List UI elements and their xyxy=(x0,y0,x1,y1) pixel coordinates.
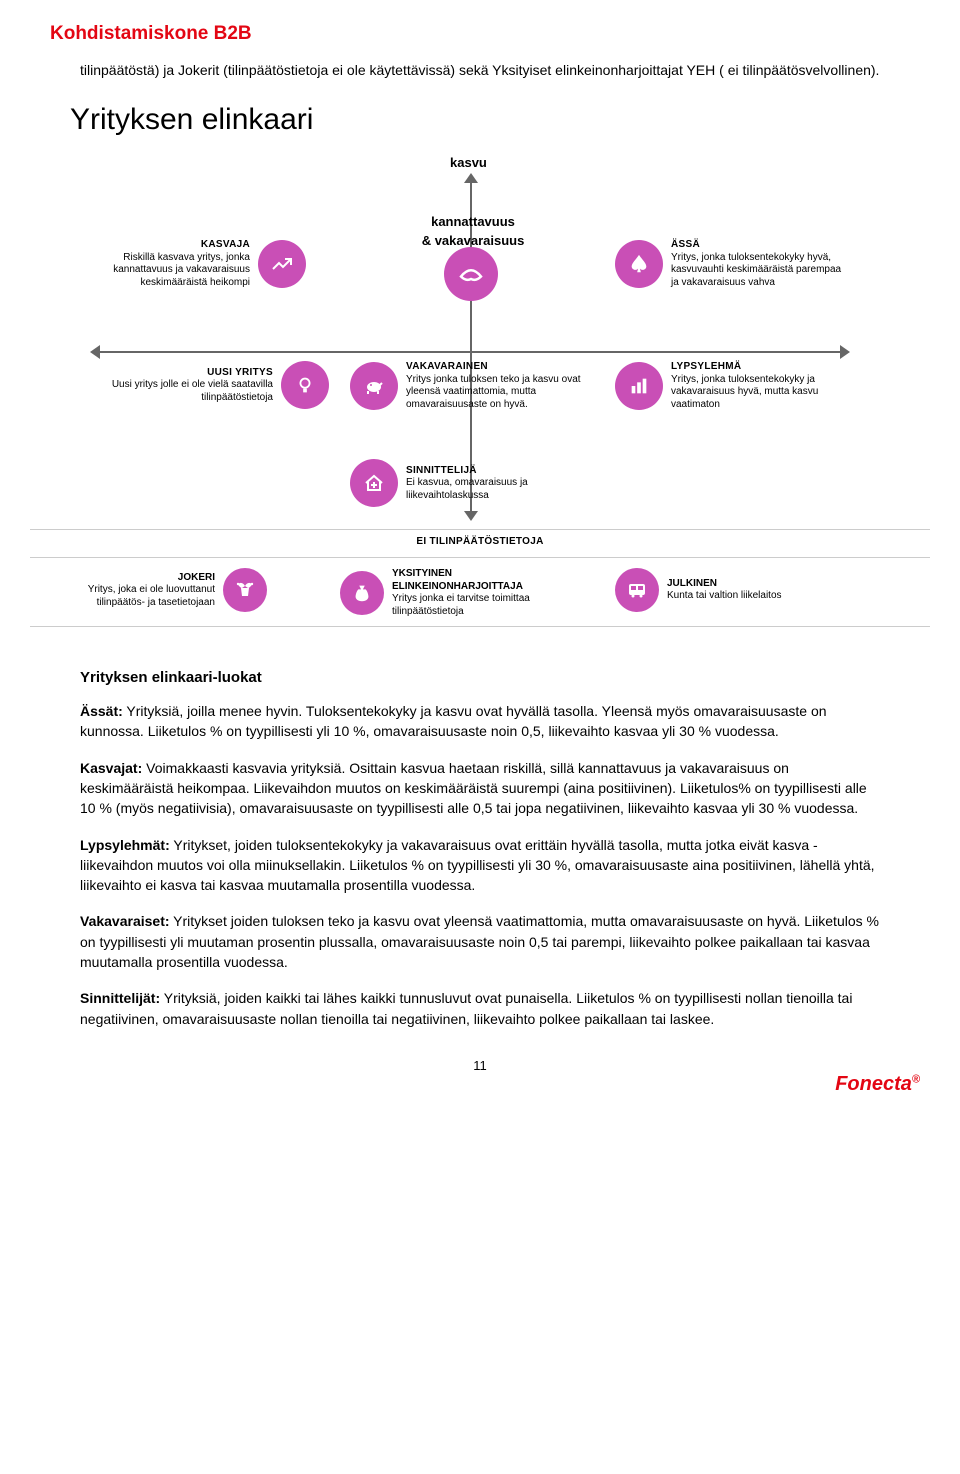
lightbulb-icon xyxy=(281,361,329,409)
piggybank-icon xyxy=(350,362,398,410)
para-vakavaraiset: Vakavaraiset: Yritykset joiden tuloksen … xyxy=(80,911,880,972)
para-sinnit-lead: Sinnittelijät: xyxy=(80,990,160,1006)
para-kasvajat-lead: Kasvajat: xyxy=(80,760,142,776)
axis-horizontal xyxy=(100,351,840,353)
intro-paragraph: tilinpäätöstä) ja Jokerit (tilinpäätösti… xyxy=(80,60,910,80)
node-julkinen-title: JULKINEN xyxy=(667,578,782,591)
node-assa-title: ÄSSÄ xyxy=(671,239,846,252)
axis-label-center-l1: kannattavuus xyxy=(431,214,515,229)
croissant-icon xyxy=(444,247,498,301)
axis-label-center-l2: & vakavaraisuus xyxy=(422,233,525,248)
node-julkinen: JULKINEN Kunta tai valtion liikelaitos xyxy=(615,568,782,612)
node-sinnittelija-desc: Ei kasvua, omavaraisuus ja liikevaihtola… xyxy=(406,477,581,502)
node-lypsy-title: LYPSYLEHMÄ xyxy=(671,361,846,374)
para-lypsy-lead: Lypsylehmät: xyxy=(80,837,170,853)
axis-label-center: kannattavuus & vakavaraisuus xyxy=(408,213,538,251)
diagram-title: Yrityksen elinkaari xyxy=(70,98,930,142)
diagram-axis-area: kasvu kannattavuus & vakavaraisuus KASVA… xyxy=(30,151,930,551)
node-uusi-desc: Uusi yritys jolle ei ole vielä saatavill… xyxy=(98,379,273,404)
lifecycle-diagram: Yrityksen elinkaari kasvu kannattavuus &… xyxy=(30,98,930,648)
node-yksityinen: YKSITYINEN ELINKEINONHARJOITTAJA Yritys … xyxy=(340,568,552,618)
node-center-icon xyxy=(444,247,498,301)
para-assat-text: Yrityksiä, joilla menee hyvin. Tuloksent… xyxy=(80,703,827,739)
node-assa-desc: Yritys, jonka tuloksentekokyky hyvä, kas… xyxy=(671,252,846,290)
spade-icon xyxy=(615,240,663,288)
node-julkinen-desc: Kunta tai valtion liikelaitos xyxy=(667,590,782,603)
node-lypsy: LYPSYLEHMÄ Yritys, jonka tuloksentekokyk… xyxy=(615,361,846,411)
axis-arrow-right xyxy=(840,345,850,359)
node-lypsy-desc: Yritys, jonka tuloksentekokyky ja vakava… xyxy=(671,374,846,412)
footer-brand-text: Fonecta xyxy=(835,1073,912,1095)
page-title: Kohdistamiskone B2B xyxy=(50,20,910,48)
node-kasvaja-title: KASVAJA xyxy=(75,239,250,252)
node-vakavarainen: VAKAVARAINEN Yritys jonka tuloksen teko … xyxy=(350,361,581,411)
node-kasvaja-desc: Riskillä kasvava yritys, jonka kannattav… xyxy=(75,252,250,290)
axis-label-kasvu: kasvu xyxy=(450,154,487,173)
para-lypsy: Lypsylehmät: Yritykset, joiden tuloksent… xyxy=(80,835,880,896)
node-assa: ÄSSÄ Yritys, jonka tuloksentekokyky hyvä… xyxy=(615,239,846,289)
node-vakavarainen-desc: Yritys jonka tuloksen teko ja kasvu ovat… xyxy=(406,374,581,412)
axis-arrow-up xyxy=(464,173,478,183)
para-kasvajat: Kasvajat: Voimakkaasti kasvavia yrityksi… xyxy=(80,758,880,819)
page-number: 11 xyxy=(50,1057,910,1076)
axis-arrow-down xyxy=(464,511,478,521)
diagram-divider-top xyxy=(30,529,930,530)
moneybag-icon xyxy=(340,571,384,615)
node-uusi: UUSI YRITYS Uusi yritys jolle ei ole vie… xyxy=(98,361,329,409)
footer: Fonecta® xyxy=(50,1076,910,1106)
diagram-divider-label: EI TILINPÄÄTÖSTIETOJA xyxy=(30,535,930,550)
axis-arrow-left xyxy=(90,345,100,359)
node-vakavarainen-title: VAKAVARAINEN xyxy=(406,361,581,374)
diagram-divider-bottom xyxy=(30,626,930,627)
node-yksityinen-title1: YKSITYINEN xyxy=(392,568,552,581)
para-sinnit-text: Yrityksiä, joiden kaikki tai lähes kaikk… xyxy=(80,990,852,1026)
node-sinnittelija-title: SINNITTELIJÄ xyxy=(406,465,581,478)
footer-brand-logo: Fonecta® xyxy=(835,1070,920,1099)
para-lypsy-text: Yritykset, joiden tuloksentekokyky ja va… xyxy=(80,837,875,894)
para-kasvajat-text: Voimakkaasti kasvavia yrityksiä. Osittai… xyxy=(80,760,867,817)
jester-icon xyxy=(223,568,267,612)
node-yksityinen-title2: ELINKEINONHARJOITTAJA xyxy=(392,581,552,594)
bar-chart-icon xyxy=(615,362,663,410)
para-assat: Ässät: Yrityksiä, joilla menee hyvin. Tu… xyxy=(80,701,880,742)
node-jokeri: JOKERI Yritys, joka ei ole luovuttanut t… xyxy=(55,568,267,612)
para-vakavaraiset-lead: Vakavaraiset: xyxy=(80,913,170,929)
para-sinnit: Sinnittelijät: Yrityksiä, joiden kaikki … xyxy=(80,988,880,1029)
section-heading: Yrityksen elinkaari-luokat xyxy=(80,667,910,689)
para-assat-lead: Ässät: xyxy=(80,703,123,719)
house-down-icon xyxy=(350,459,398,507)
node-uusi-title: UUSI YRITYS xyxy=(98,367,273,380)
node-kasvaja: KASVAJA Riskillä kasvava yritys, jonka k… xyxy=(75,239,306,289)
para-vakavaraiset-text: Yritykset joiden tuloksen teko ja kasvu … xyxy=(80,913,879,970)
node-jokeri-title: JOKERI xyxy=(55,572,215,585)
growth-chart-icon xyxy=(258,240,306,288)
diagram-bottom-row: JOKERI Yritys, joka ei ole luovuttanut t… xyxy=(30,557,930,647)
bus-icon xyxy=(615,568,659,612)
node-yksityinen-desc: Yritys jonka ei tarvitse toimittaa tilin… xyxy=(392,593,552,618)
node-jokeri-desc: Yritys, joka ei ole luovuttanut tilinpää… xyxy=(55,584,215,609)
node-sinnittelija: SINNITTELIJÄ Ei kasvua, omavaraisuus ja … xyxy=(350,459,581,507)
